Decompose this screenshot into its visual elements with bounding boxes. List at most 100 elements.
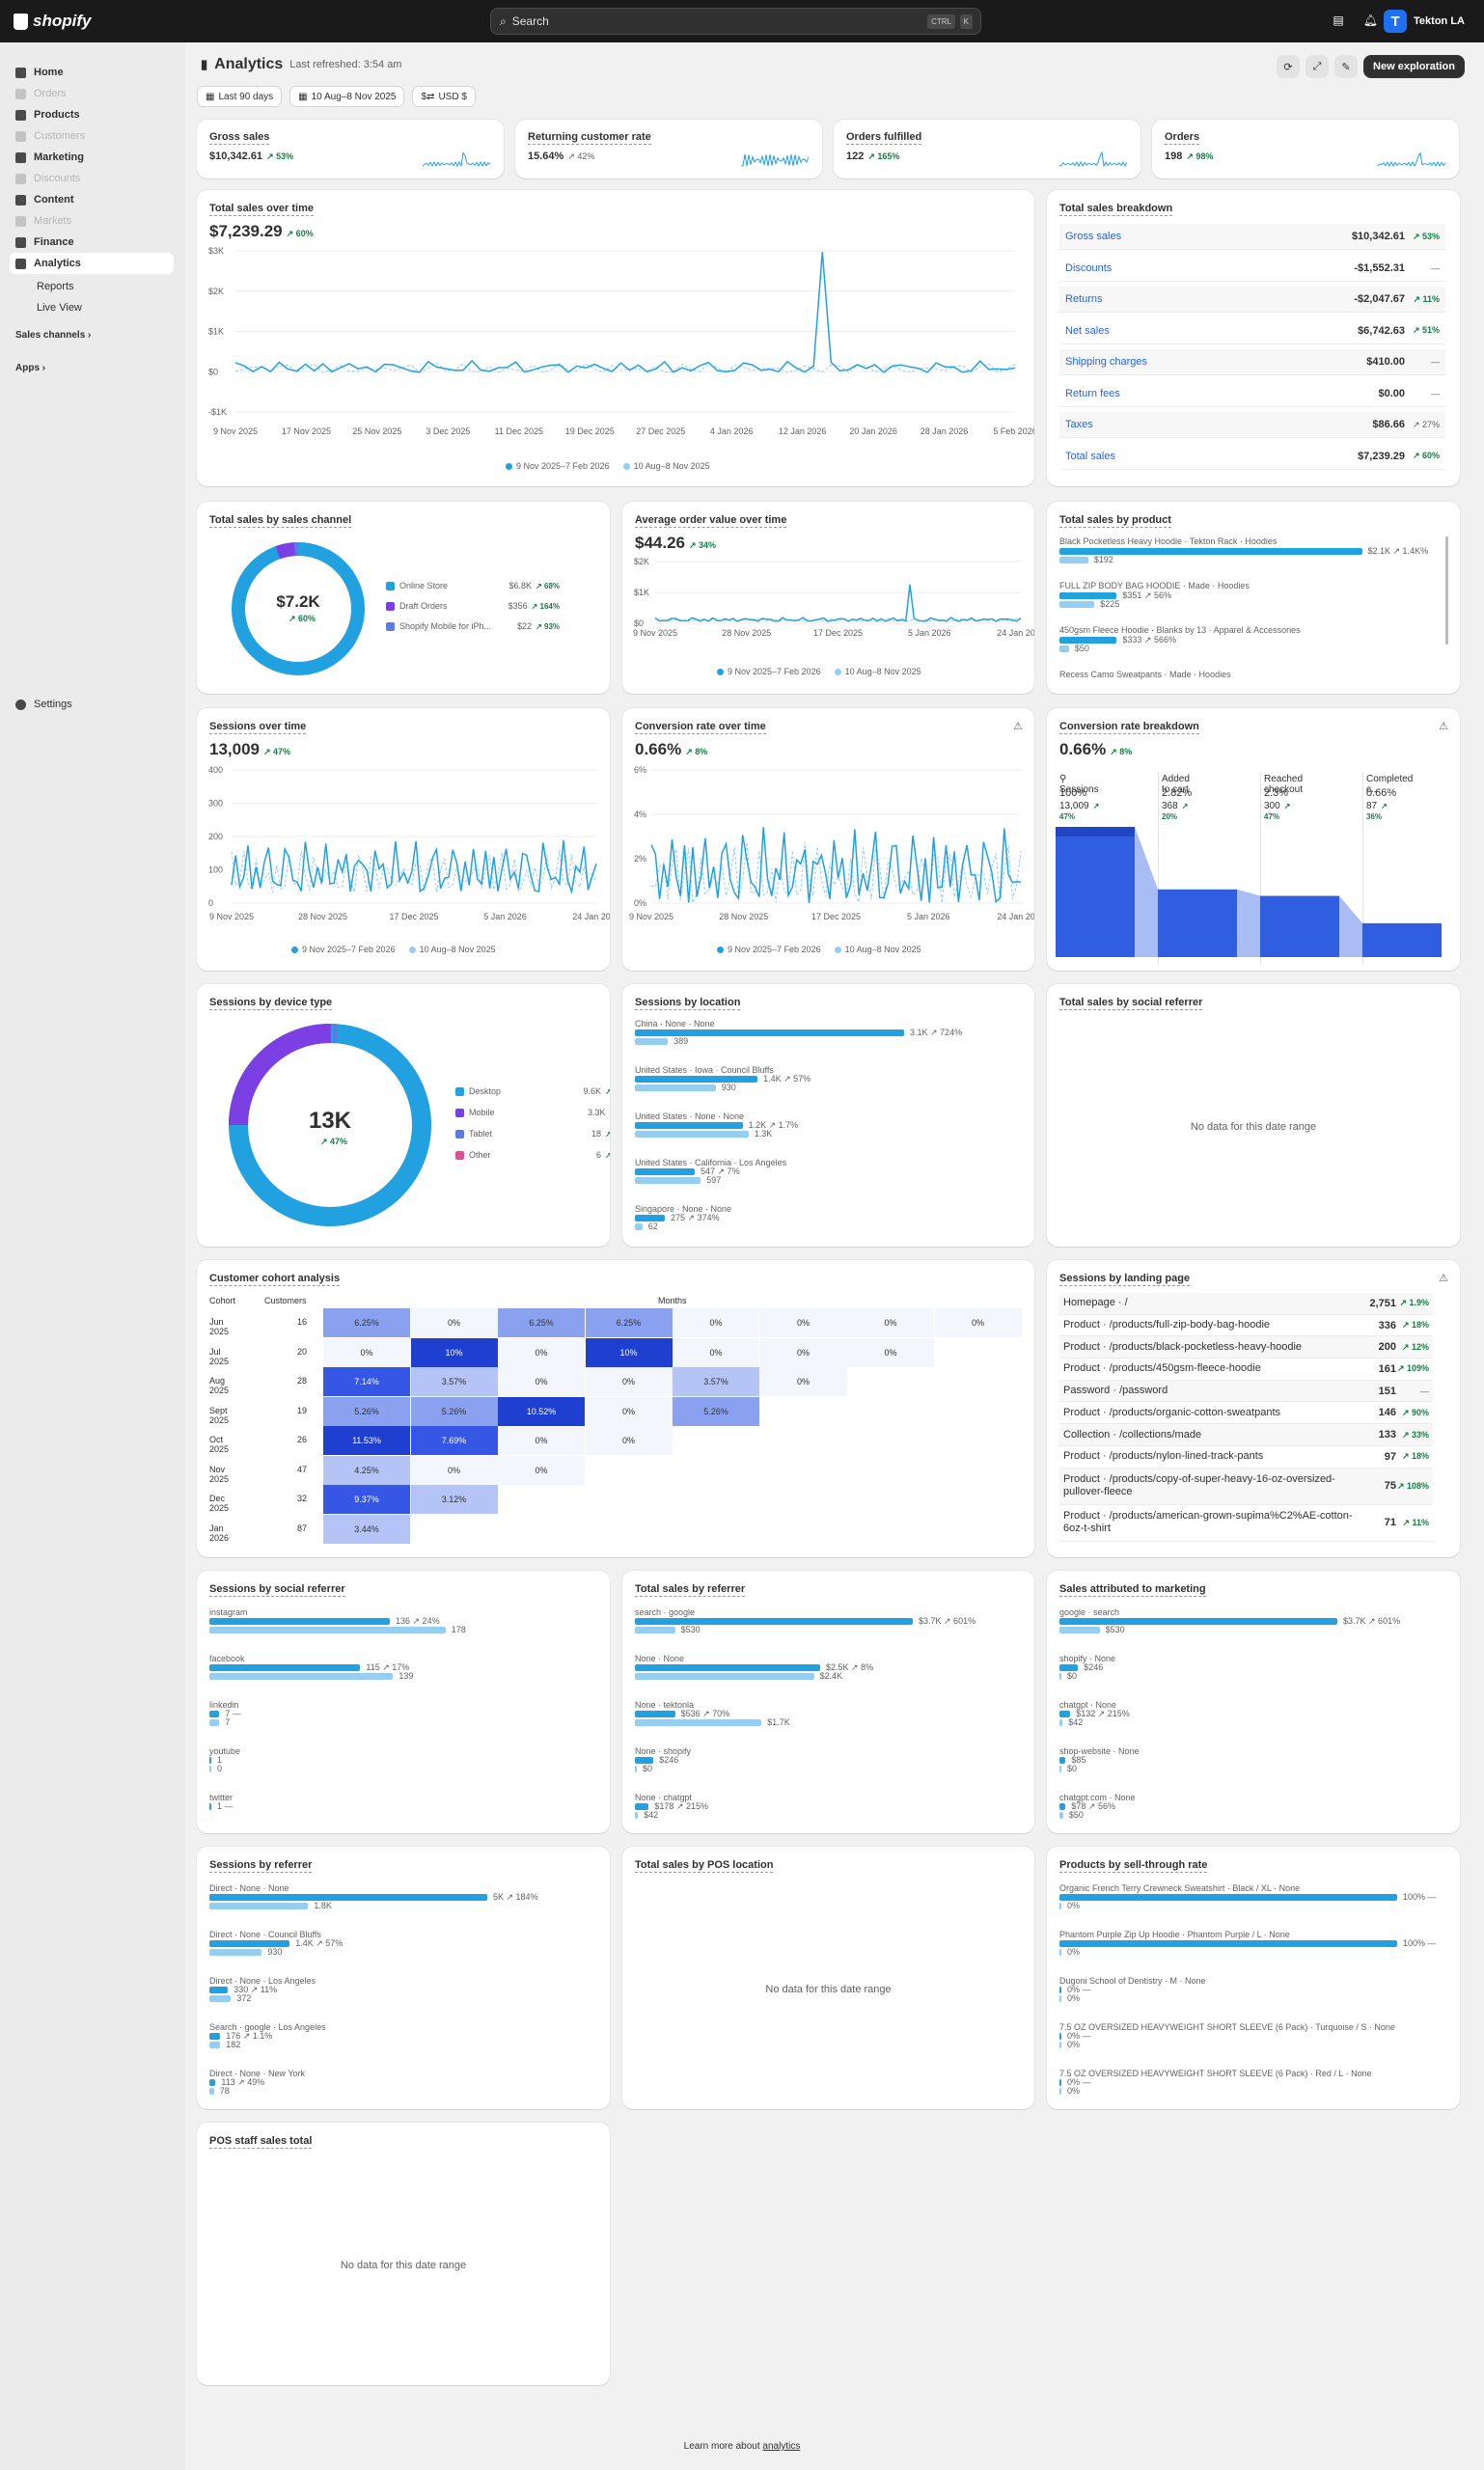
breakdown-label[interactable]: Gross sales [1065,231,1122,242]
cohort-cell[interactable]: 6.25% [585,1308,673,1337]
previous-bar[interactable] [209,2088,214,2095]
sessions-by-referrer-card[interactable]: Sessions by referrer Direct · None · Non… [197,1847,610,2109]
landing-page-row[interactable]: Product · /products/black-pocketless-hea… [1059,1336,1433,1359]
cohort-cell[interactable]: 4.25% [323,1455,410,1485]
previous-bar[interactable] [635,1812,639,1819]
current-bar[interactable] [635,1122,743,1129]
breakdown-label[interactable]: Taxes [1065,419,1093,430]
sessions-by-location-card[interactable]: Sessions by location China · None · None… [622,984,1034,1247]
pos-staff-card[interactable]: POS staff sales total No data for this d… [197,2123,610,2385]
new-exploration-button[interactable]: New exploration [1363,55,1465,78]
current-bar[interactable] [1059,1711,1071,1717]
cohort-cell[interactable]: 0% [410,1455,498,1485]
current-bar[interactable] [1059,1757,1066,1764]
sidebar-item-finance[interactable]: Finance [10,232,174,253]
previous-bar[interactable] [1059,601,1095,608]
current-bar[interactable] [209,1664,361,1671]
breakdown-row[interactable]: Net sales $6,742.63 ↗ 51% [1059,317,1445,344]
cohort-cell[interactable]: 0% [847,1337,934,1367]
current-bar[interactable] [209,1940,290,1947]
store-menu[interactable]: T Tekton LA [1384,10,1465,33]
current-bar[interactable] [635,1664,820,1671]
sidebar-item-markets[interactable]: Markets [10,210,174,232]
previous-bar[interactable] [1059,1627,1100,1633]
previous-bar[interactable] [209,1766,211,1772]
current-bar[interactable] [209,1894,487,1901]
previous-bar[interactable] [1059,1995,1061,2002]
cohort-cell[interactable]: 11.53% [323,1426,410,1455]
current-bar[interactable] [1059,1987,1061,1993]
breakdown-row[interactable]: Total sales $7,239.29 ↗ 60% [1059,443,1445,470]
current-bar[interactable] [209,2079,216,2086]
current-bar[interactable] [635,1215,665,1221]
cohort-cell[interactable]: 6.25% [498,1308,585,1337]
previous-bar[interactable] [1059,1719,1063,1726]
landing-page-row[interactable]: Password · /password 151— [1059,1380,1433,1403]
total-sales-breakdown-card[interactable]: Total sales breakdown Gross sales $10,342… [1047,190,1460,486]
previous-bar[interactable] [1059,1812,1063,1819]
breakdown-label[interactable]: Returns [1065,293,1103,305]
breakdown-row[interactable]: Return fees $0.00— [1059,380,1445,407]
apps-section[interactable]: Apps › [15,362,46,373]
landing-page-row[interactable]: Product · /products/copy-of-super-heavy-… [1059,1468,1433,1505]
current-bar[interactable] [635,1757,654,1764]
current-bar[interactable] [1059,592,1117,599]
previous-bar[interactable] [1059,2042,1061,2048]
cohort-cell[interactable]: 0% [585,1367,673,1396]
landing-page-row[interactable]: Collection · /collections/made 133 ↗ 33% [1059,1424,1433,1446]
current-bar[interactable] [1059,1664,1079,1671]
previous-bar[interactable] [635,1719,762,1726]
breakdown-label[interactable]: Net sales [1065,324,1110,337]
previous-bar[interactable] [209,1673,394,1680]
breakdown-row[interactable]: Taxes $86.66 ↗ 27% [1059,412,1445,438]
previous-bar[interactable] [1059,645,1069,652]
cohort-cell[interactable]: 0% [673,1308,759,1337]
landing-page-row[interactable]: Homepage · / 2,751 ↗ 1.9% [1059,1293,1433,1315]
current-bar[interactable] [635,1711,675,1717]
compare-range-button[interactable]: ▦ 10 Aug–8 Nov 2025 [289,86,405,107]
previous-bar[interactable] [635,1177,701,1184]
shopify-logo[interactable]: shopify [14,12,91,31]
breakdown-label[interactable]: Return fees [1065,387,1120,399]
current-bar[interactable] [635,1803,649,1810]
landing-page-card[interactable]: Sessions by landing page ⚠ Homepage · / 2… [1047,1260,1460,1557]
cohort-cell[interactable]: 3.44% [323,1514,410,1544]
cohort-cell[interactable]: 0% [759,1367,847,1396]
current-bar[interactable] [209,1711,220,1717]
kpi-card-orders-fulfilled[interactable]: Orders fulfilled 122 ↗ 165% [834,120,1140,178]
device-type-card[interactable]: Sessions by device type 13K ↗ 47% Deskto… [197,984,610,1247]
sidebar-item-live-view[interactable]: Live View [10,297,174,318]
landing-page-row[interactable]: Product · /products/american-grown-supim… [1059,1504,1433,1542]
bell-icon[interactable]: 🔔︎ [1362,14,1378,27]
conversion-over-time-card[interactable]: Conversion rate over time ⚠ 0.66% ↗ 8% 6%… [622,708,1034,971]
breakdown-row[interactable]: Gross sales $10,342.61 ↗ 53% [1059,224,1445,250]
marketing-card[interactable]: Sales attributed to marketing google · s… [1047,1571,1460,1833]
breakdown-row[interactable]: Shipping charges $410.00— [1059,349,1445,375]
current-bar[interactable] [209,1757,211,1764]
fullscreen-icon[interactable]: ⤢ [1305,55,1330,78]
inbox-icon[interactable]: ▤ [1333,14,1344,27]
previous-bar[interactable] [635,1223,643,1230]
pos-location-card[interactable]: Total sales by POS location No data for … [622,1847,1034,2109]
previous-bar[interactable] [209,1995,232,2002]
sidebar-item-products[interactable]: Products [10,104,174,125]
current-bar[interactable] [1059,1940,1397,1947]
breakdown-row[interactable]: Discounts -$1,552.31— [1059,255,1445,282]
sidebar-item-settings[interactable]: Settings [10,694,174,715]
sales-by-channel-card[interactable]: Total sales by sales channel $7.2K ↗ 60%… [197,502,610,694]
landing-page-row[interactable]: Product · /products/organic-cotton-sweat… [1059,1402,1433,1425]
sidebar-item-customers[interactable]: Customers [10,125,174,147]
sidebar-item-marketing[interactable]: Marketing [10,147,174,168]
cohort-cell[interactable]: 0% [498,1367,585,1396]
cohort-cell[interactable]: 0% [934,1308,1022,1337]
cohort-cell[interactable]: 7.69% [410,1426,498,1455]
cohort-cell[interactable]: 3.57% [673,1367,759,1396]
current-bar[interactable] [635,1029,904,1036]
cohort-cell[interactable]: 0% [759,1337,847,1367]
previous-bar[interactable] [1059,557,1088,563]
sidebar-item-analytics[interactable]: Analytics [10,253,174,274]
cohort-cell[interactable]: 9.37% [323,1485,410,1514]
kpi-card-gross-sales[interactable]: Gross sales $10,342.61 ↗ 53% [197,120,504,178]
current-bar[interactable] [209,2033,221,2040]
previous-bar[interactable] [209,1949,262,1956]
